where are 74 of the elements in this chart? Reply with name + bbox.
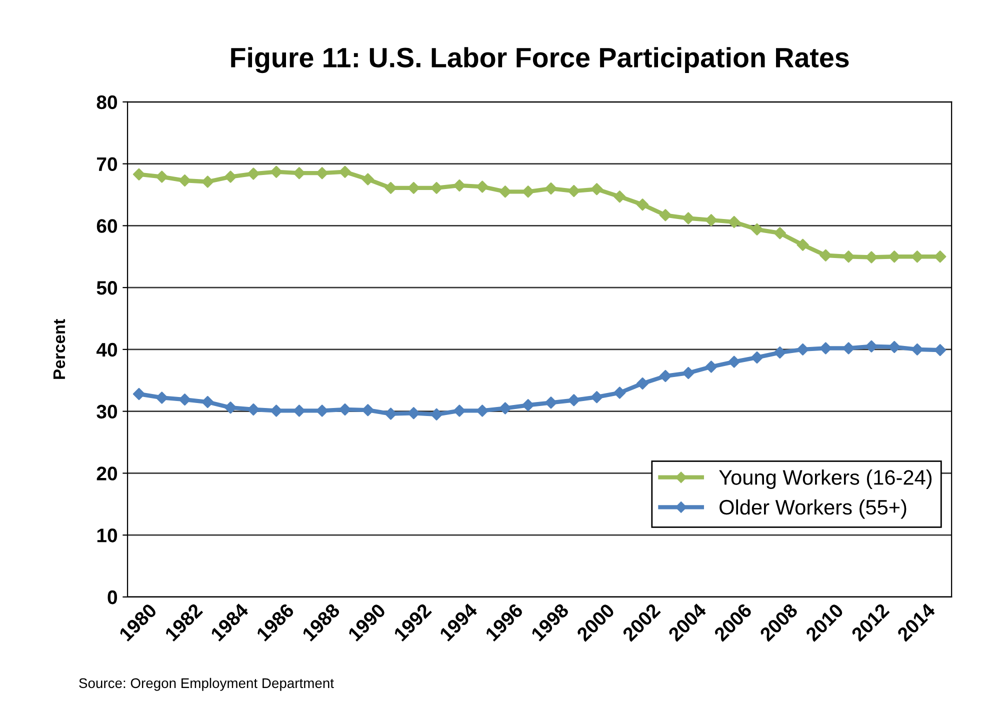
point xyxy=(202,396,214,408)
y-tick-label: 10 xyxy=(97,528,118,542)
point xyxy=(132,388,146,400)
point xyxy=(705,360,718,373)
point xyxy=(568,184,580,198)
point xyxy=(568,394,580,406)
point xyxy=(316,167,328,180)
point xyxy=(934,250,946,263)
y-axis-title: Percent xyxy=(53,319,66,379)
point xyxy=(636,377,649,390)
point xyxy=(499,402,512,414)
point xyxy=(156,392,168,404)
point xyxy=(178,393,191,406)
point xyxy=(682,212,694,224)
y-tick-label: 60 xyxy=(96,219,118,233)
point xyxy=(132,168,146,180)
point xyxy=(453,179,466,192)
point xyxy=(293,167,306,180)
point xyxy=(659,209,672,222)
point xyxy=(888,250,900,263)
point xyxy=(522,399,534,412)
point xyxy=(499,186,512,198)
point xyxy=(476,404,488,417)
point xyxy=(820,342,832,354)
point xyxy=(934,344,946,356)
y-tick-label: 70 xyxy=(97,157,118,172)
y-tick-label: 20 xyxy=(96,466,118,480)
y-tick-label: 30 xyxy=(96,404,118,419)
point xyxy=(316,404,328,417)
point xyxy=(750,223,764,236)
point xyxy=(774,227,786,240)
point xyxy=(636,198,649,211)
point xyxy=(156,170,168,183)
point xyxy=(408,407,420,420)
y-tick-label: 50 xyxy=(96,281,118,295)
point xyxy=(911,250,924,263)
point xyxy=(705,214,718,226)
y-tick-label: 40 xyxy=(96,342,118,357)
legend-label: Young Workers (16-24) xyxy=(719,470,932,489)
point xyxy=(590,391,603,404)
point xyxy=(202,176,214,188)
point xyxy=(728,216,740,228)
point xyxy=(430,408,443,420)
point xyxy=(820,249,832,262)
point xyxy=(178,174,191,187)
point xyxy=(224,170,237,183)
point xyxy=(590,183,603,196)
y-tick-label: 0 xyxy=(108,590,118,604)
point xyxy=(247,168,260,180)
point xyxy=(796,238,809,251)
point xyxy=(774,346,786,359)
point xyxy=(224,402,237,414)
point xyxy=(888,340,900,354)
point xyxy=(544,182,558,195)
point xyxy=(522,186,534,198)
chart-title: Figure 11: U.S. Labor Force Participation Rates xyxy=(231,47,849,74)
point xyxy=(270,166,282,178)
point xyxy=(750,351,764,364)
point xyxy=(614,190,626,203)
y-tick-label: 80 xyxy=(96,95,118,110)
point xyxy=(293,404,306,417)
point xyxy=(270,404,282,417)
point xyxy=(728,356,740,368)
point xyxy=(682,366,694,380)
legend-label: Older Workers (55+) xyxy=(720,499,906,519)
point xyxy=(614,386,626,399)
point xyxy=(476,180,488,193)
point xyxy=(659,370,672,382)
point xyxy=(384,408,397,420)
source-note: Source: Oregon Employment Department xyxy=(79,678,334,691)
point xyxy=(544,396,558,409)
point xyxy=(362,173,374,186)
point xyxy=(247,403,260,416)
point xyxy=(796,343,809,356)
